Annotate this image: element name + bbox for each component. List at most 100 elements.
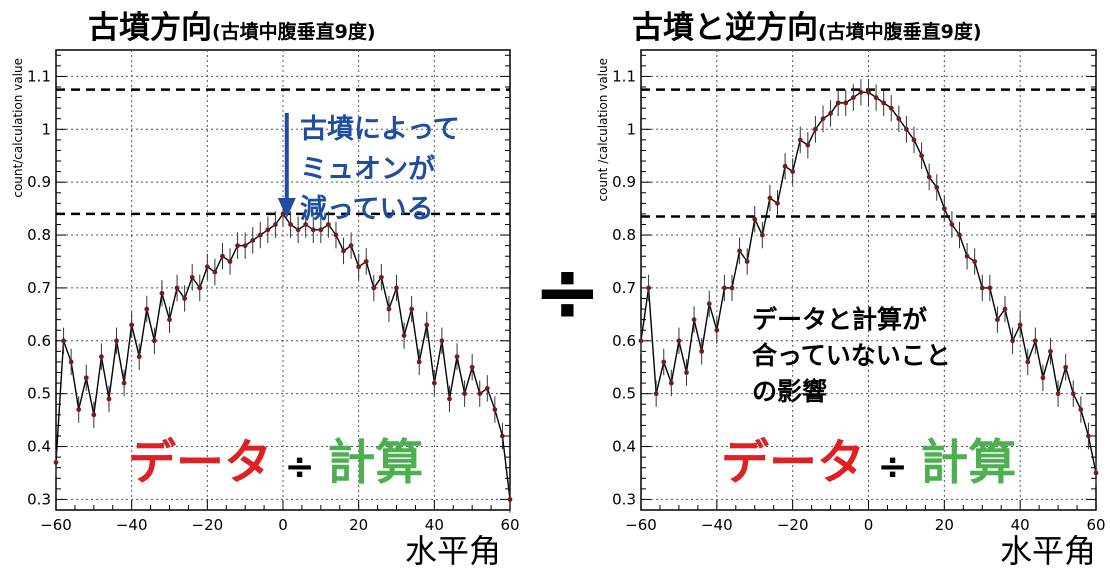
data-point: [484, 385, 490, 391]
annotation-line: 減っている: [300, 194, 434, 225]
data-point: [189, 274, 195, 280]
data-point: [873, 95, 879, 100]
x-tick-label: −40: [701, 516, 733, 534]
data-point: [767, 195, 773, 201]
data-point: [858, 89, 864, 95]
data-point: [941, 206, 947, 212]
data-point: [477, 391, 483, 397]
annotation-line: の影響: [752, 377, 827, 406]
x-tick-label: 40: [1011, 516, 1030, 534]
formula-data: データ: [721, 434, 865, 490]
data-point: [706, 301, 712, 307]
data-point: [1070, 391, 1076, 397]
x-tick-label: 60: [1086, 516, 1105, 534]
y-tick-label: 0.7: [612, 279, 636, 297]
data-point: [220, 253, 225, 259]
left-chart-title: 古墳方向(古墳中腹垂直9度): [88, 2, 376, 47]
data-point: [295, 227, 301, 233]
y-tick-label: 1.1: [27, 67, 51, 85]
data-point: [136, 354, 142, 360]
data-point: [68, 359, 74, 365]
data-point: [363, 259, 369, 264]
data-point: [979, 285, 985, 291]
left-title-main: 古墳方向: [88, 10, 212, 46]
data-point: [371, 285, 377, 291]
y-tick-label: 0.4: [27, 438, 51, 456]
y-tick-label: 0.5: [27, 385, 51, 403]
data-point: [744, 259, 750, 264]
data-point: [265, 227, 271, 233]
x-tick-label: 0: [864, 516, 874, 534]
data-point: [828, 111, 833, 116]
data-point: [957, 232, 962, 238]
data-point: [447, 396, 452, 402]
data-point: [114, 338, 119, 344]
data-point: [174, 285, 180, 291]
y-tick-label: 0.5: [612, 385, 636, 403]
data-point: [507, 497, 513, 502]
formula-op: ÷: [272, 446, 327, 487]
formula-calc: 計算: [327, 434, 423, 490]
data-point: [303, 222, 309, 227]
data-point: [972, 259, 978, 264]
formula-text: データ ÷ 計算: [721, 434, 1016, 490]
data-point: [356, 264, 362, 270]
data-point: [53, 460, 59, 465]
data-point: [280, 211, 286, 217]
data-point: [1025, 359, 1031, 365]
data-point: [326, 222, 331, 227]
y-tick-label: 1: [41, 120, 51, 138]
data-point: [204, 264, 210, 270]
right-title-sub: (古墳中腹垂直9度): [818, 21, 982, 43]
data-point: [699, 348, 705, 354]
y-tick-label: 1: [626, 120, 636, 138]
data-point: [1002, 306, 1008, 312]
data-point: [348, 243, 354, 249]
data-point: [995, 317, 1000, 323]
y-tick-label: 0.3: [612, 490, 636, 508]
data-point: [1017, 322, 1023, 328]
chart-right: −60 −40 −20 0 20 40 60 0.3 0.4 0.5 0.6 0.7 0.8 0.9 1 1.…: [596, 49, 1106, 534]
data-point: [318, 227, 324, 233]
data-point: [144, 306, 150, 312]
data-point: [1010, 338, 1015, 344]
data-point: [1086, 433, 1091, 439]
data-point: [431, 380, 437, 386]
data-point: [76, 407, 82, 412]
y-tick-label: 1.1: [612, 67, 636, 85]
annotation-line: ミュオンが: [300, 153, 435, 185]
x-tick-label: 20: [935, 516, 954, 534]
data-point: [866, 89, 871, 95]
data-point: [729, 285, 735, 291]
data-point: [714, 327, 720, 333]
data-point: [638, 338, 644, 344]
data-point: [843, 100, 849, 106]
formula-calc: 計算: [920, 434, 1016, 490]
data-point: [129, 322, 135, 328]
x-tick-label: 60: [500, 516, 519, 534]
data-point: [106, 396, 112, 402]
annotation-line: データと計算が: [752, 305, 927, 334]
y-tick-label: 0.9: [612, 173, 636, 191]
data-point: [454, 354, 460, 360]
data-point: [212, 269, 218, 275]
y-axis-label: count /calculation value: [596, 58, 610, 201]
annotation-arrow-head: [277, 198, 296, 218]
data-point: [1048, 348, 1053, 354]
data-point: [911, 137, 917, 143]
data-point: [401, 333, 407, 338]
right-chart-title: 古墳と逆方向(古墳中腹垂直9度): [632, 2, 982, 47]
data-point: [919, 153, 924, 159]
y-tick-label: 0.6: [27, 332, 51, 350]
data-point: [987, 285, 993, 291]
formula-data: データ: [128, 434, 272, 490]
data-point: [926, 174, 932, 180]
data-point: [805, 142, 811, 148]
data-point: [91, 412, 97, 418]
data-point: [424, 322, 430, 328]
data-point: [722, 285, 727, 291]
y-tick-label: 0.9: [27, 173, 51, 191]
annotation-line: 古墳によって: [300, 114, 460, 145]
data-point: [416, 359, 422, 365]
